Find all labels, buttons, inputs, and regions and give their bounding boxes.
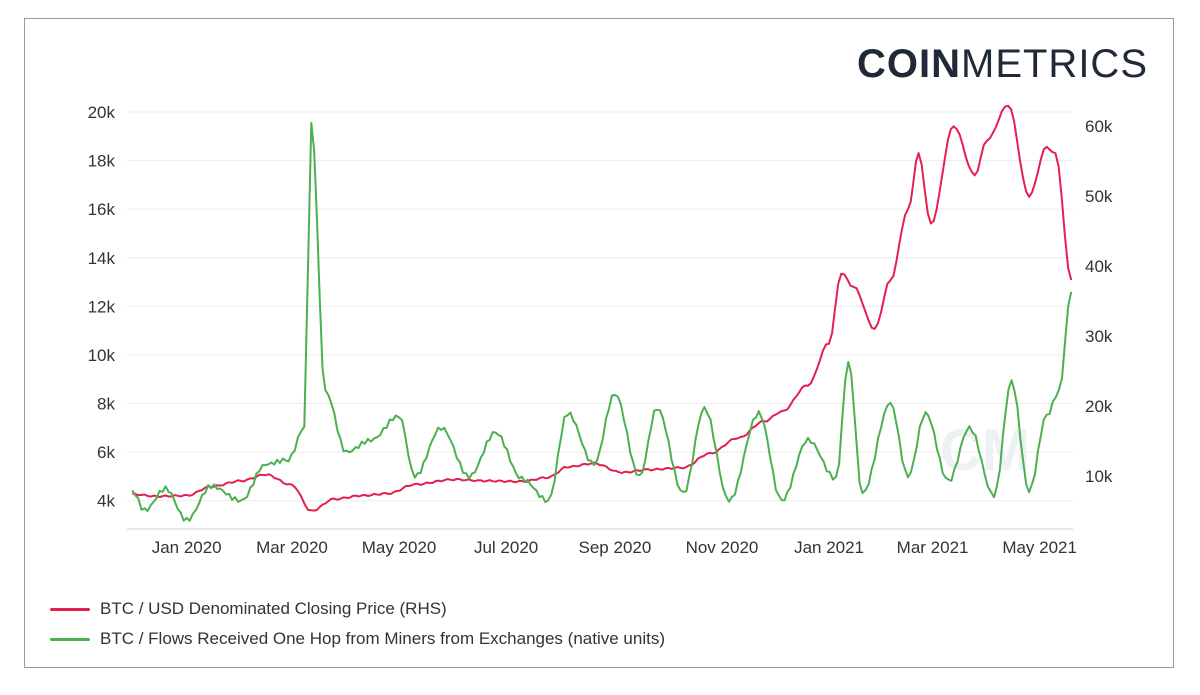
x-tick-label: Jan 2020 bbox=[152, 538, 222, 557]
legend-item-flows[interactable]: BTC / Flows Received One Hop from Miners… bbox=[50, 624, 665, 654]
chart-frame bbox=[24, 18, 1174, 668]
x-tick-label: May 2020 bbox=[362, 538, 437, 557]
x-tick-label: Jul 2020 bbox=[474, 538, 538, 557]
y-right-tick-label: 50k bbox=[1085, 187, 1113, 206]
y-right-tick-label: 10k bbox=[1085, 467, 1113, 486]
y-left-tick-label: 14k bbox=[88, 249, 116, 268]
legend-swatch-price bbox=[50, 607, 90, 611]
y-left-tick-label: 18k bbox=[88, 152, 116, 171]
y-right-tick-label: 30k bbox=[1085, 327, 1113, 346]
logo-light-text: METRICS bbox=[961, 42, 1148, 86]
y-left-tick-label: 20k bbox=[88, 103, 116, 122]
y-left-tick-label: 4k bbox=[97, 492, 115, 511]
gridlines bbox=[127, 111, 1073, 502]
x-tick-label: Nov 2020 bbox=[686, 538, 759, 557]
y-left-tick-label: 8k bbox=[97, 395, 115, 414]
x-tick-label: Mar 2021 bbox=[897, 538, 969, 557]
y-left-tick-label: 16k bbox=[88, 200, 116, 219]
y-left-tick-label: 12k bbox=[88, 297, 116, 316]
y-left-tick-label: 6k bbox=[97, 443, 115, 462]
y-right-tick-label: 20k bbox=[1085, 397, 1113, 416]
y-left-tick-label: 10k bbox=[88, 346, 116, 365]
x-tick-label: Mar 2020 bbox=[256, 538, 328, 557]
x-tick-label: Sep 2020 bbox=[579, 538, 652, 557]
logo-bold-text: COIN bbox=[857, 42, 961, 86]
legend-swatch-flows bbox=[50, 637, 90, 641]
axes-layer: 4k 6k 8k 10k 12k 14k 16k 18k 20k 10k 20k 30k 40k 50k 6… bbox=[88, 103, 1113, 557]
price-series-line bbox=[132, 104, 1073, 512]
series-layer bbox=[131, 104, 1073, 522]
legend-label-price: BTC / USD Denominated Closing Price (RHS… bbox=[100, 599, 447, 618]
y-right-tick-label: 40k bbox=[1085, 257, 1113, 276]
y-right-tick-label: 60k bbox=[1085, 117, 1113, 136]
legend-label-flows: BTC / Flows Received One Hop from Miners… bbox=[100, 629, 665, 648]
legend-item-price[interactable]: BTC / USD Denominated Closing Price (RHS… bbox=[50, 594, 665, 624]
x-tick-label: May 2021 bbox=[1002, 538, 1077, 557]
x-tick-label: Jan 2021 bbox=[794, 538, 864, 557]
coin-metrics-logo: COINMETRICS bbox=[857, 42, 1148, 87]
legend: BTC / USD Denominated Closing Price (RHS… bbox=[50, 594, 665, 654]
flows-series-line bbox=[131, 122, 1073, 522]
